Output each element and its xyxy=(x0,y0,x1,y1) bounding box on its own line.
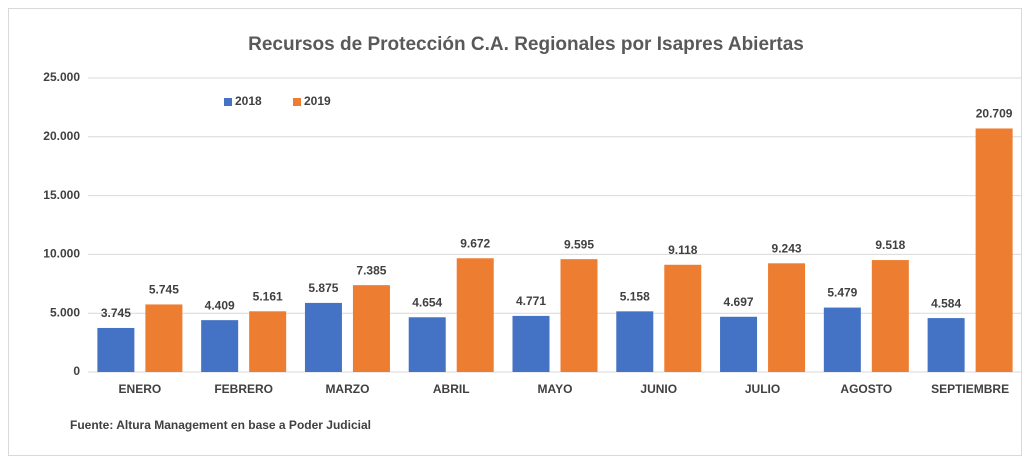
x-tick-label: JUNIO xyxy=(640,382,677,396)
y-tick-label: 5.000 xyxy=(50,305,80,319)
source-note: Fuente: Altura Management en base a Pode… xyxy=(70,418,371,432)
bar xyxy=(352,285,390,372)
legend-label: 2019 xyxy=(304,94,331,108)
bar xyxy=(145,304,183,372)
bar xyxy=(201,320,239,372)
value-label: 4.771 xyxy=(516,294,546,308)
y-tick-label: 15.000 xyxy=(43,188,80,202)
chart-border xyxy=(8,8,1022,456)
bar xyxy=(616,311,654,372)
x-tick-label: FEBRERO xyxy=(214,382,273,396)
x-tick-label: ENERO xyxy=(119,382,162,396)
value-label: 20.709 xyxy=(976,107,1013,121)
bar xyxy=(97,327,135,372)
bar xyxy=(927,318,965,372)
value-label: 5.479 xyxy=(827,286,857,300)
value-label: 9.118 xyxy=(668,243,698,257)
y-tick-label: 25.000 xyxy=(43,70,80,84)
x-tick-label: AGOSTO xyxy=(840,382,892,396)
bar xyxy=(408,317,446,372)
legend-label: 2018 xyxy=(235,94,262,108)
value-label: 7.385 xyxy=(356,263,386,277)
y-tick-label: 10.000 xyxy=(43,247,80,261)
bar xyxy=(823,307,861,372)
x-tick-label: ABRIL xyxy=(433,382,470,396)
value-label: 9.243 xyxy=(772,241,802,255)
x-tick-label: JULIO xyxy=(745,382,780,396)
bar xyxy=(664,264,702,372)
bar xyxy=(560,259,598,372)
bar xyxy=(720,316,758,372)
value-label: 9.518 xyxy=(875,238,905,252)
bar xyxy=(975,128,1013,372)
y-tick-label: 20.000 xyxy=(43,129,80,143)
value-label: 4.584 xyxy=(931,296,961,310)
legend-swatch xyxy=(293,98,301,106)
value-label: 9.595 xyxy=(564,237,594,251)
value-label: 5.745 xyxy=(149,283,179,297)
y-tick-label: 0 xyxy=(73,364,80,378)
chart-title: Recursos de Protección C.A. Regionales p… xyxy=(248,34,804,55)
value-label: 4.697 xyxy=(724,295,754,309)
value-label: 5.158 xyxy=(620,290,650,304)
bar xyxy=(871,260,909,372)
value-label: 5.161 xyxy=(253,289,283,303)
bar xyxy=(512,315,550,372)
value-label: 9.672 xyxy=(460,236,490,250)
bar xyxy=(304,302,342,372)
x-tick-label: SEPTIEMBRE xyxy=(931,382,1009,396)
value-label: 4.409 xyxy=(205,298,235,312)
value-label: 3.745 xyxy=(101,306,131,320)
bar xyxy=(456,258,494,372)
value-label: 4.654 xyxy=(412,295,442,309)
bar xyxy=(249,311,287,372)
value-label: 5.875 xyxy=(308,281,338,295)
bar xyxy=(768,263,806,372)
x-tick-label: MAYO xyxy=(538,382,573,396)
legend-swatch xyxy=(224,98,232,106)
x-tick-label: MARZO xyxy=(325,382,369,396)
